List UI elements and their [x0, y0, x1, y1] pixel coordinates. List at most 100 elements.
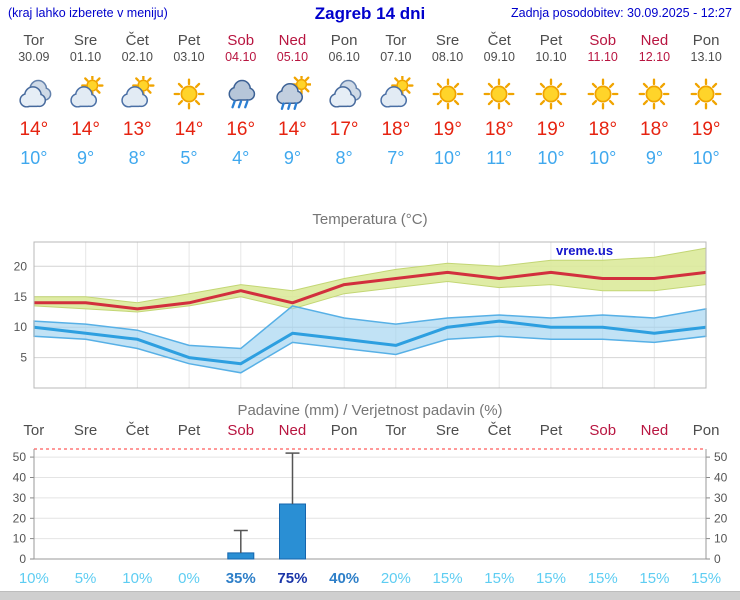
precip-chart-title: Padavine (mm) / Verjetnost padavin (%) [237, 402, 503, 419]
day-min-temp: 5° [180, 148, 198, 168]
day-max-temp: 14° [71, 119, 100, 140]
precip-probability: 15% [535, 570, 566, 587]
svg-text:10: 10 [13, 532, 27, 546]
precip-day-label: Ned [278, 422, 307, 439]
day-date: 06.10 [328, 50, 360, 64]
day-date: 07.10 [380, 50, 412, 64]
svg-text:15: 15 [14, 290, 28, 304]
day-date: 02.10 [121, 50, 153, 64]
day-date: 05.10 [276, 50, 309, 64]
day-name: Tor [23, 32, 45, 49]
precip-day-label: Pet [539, 422, 563, 439]
svg-text:30: 30 [13, 491, 27, 505]
svg-text:40: 40 [13, 471, 27, 485]
day-max-temp: 19° [691, 119, 721, 140]
precip-day-label: Sre [435, 422, 460, 439]
day-name: Sob [227, 32, 255, 49]
day-column: Ned 12.10 18° 9° [629, 28, 681, 169]
day-name: Pet [177, 32, 201, 49]
sun-icon [473, 71, 525, 117]
watermark: vreme.us [556, 243, 613, 258]
day-date: 11.10 [587, 50, 618, 64]
precip-probability: 15% [432, 570, 463, 587]
precip-day-label: Čet [125, 422, 149, 439]
day-max-temp: 19° [433, 119, 462, 140]
last-updated: Zadnja posodobitev: 30.09.2025 - 12:27 [510, 6, 732, 20]
sun-icon [629, 71, 681, 117]
precip-day-label: Sob [589, 422, 617, 439]
precip-bar [227, 552, 255, 560]
cloud-icon [8, 71, 60, 117]
precip-probability: 10% [122, 570, 153, 587]
precip-day-label: Pon [330, 422, 358, 439]
svg-text:40: 40 [714, 471, 728, 485]
day-name: Ned [640, 32, 669, 49]
day-max-temp: 14° [19, 119, 49, 140]
svg-text:20: 20 [13, 511, 27, 525]
sun-icon [680, 71, 732, 117]
day-name: Pon [330, 32, 358, 49]
precip-probability: 10% [18, 570, 49, 587]
svg-text:30: 30 [714, 491, 728, 505]
sun-cloud-icon [60, 71, 112, 117]
day-name: Pet [539, 32, 563, 49]
day-date: 13.10 [690, 50, 722, 64]
day-name: Tor [385, 32, 407, 49]
svg-text:0: 0 [19, 552, 26, 566]
precip-probability: 0% [178, 570, 200, 587]
day-max-temp: 18° [484, 119, 514, 140]
precip-day-label: Sre [73, 422, 98, 439]
day-column: Čet 02.10 13° 8° [111, 28, 163, 169]
page-title: Zagreb 14 dni [314, 4, 426, 23]
cloud-icon [318, 71, 370, 117]
day-min-temp: 4° [232, 148, 250, 168]
day-min-temp: 9° [76, 148, 95, 168]
day-min-temp: 10° [433, 148, 462, 168]
day-date: 01.10 [69, 50, 102, 64]
rain-sun-icon [267, 71, 319, 117]
day-column: Tor 07.10 18° 7° [370, 28, 422, 169]
rain-icon [215, 71, 267, 117]
day-max-temp: 18° [640, 119, 669, 140]
sun-icon [422, 71, 474, 117]
temp-chart-title: Temperatura (°C) [312, 211, 428, 228]
precip-day-label: Ned [640, 422, 669, 439]
day-name: Sre [435, 32, 460, 49]
precip-day-labels: Tor Sre Čet Pet Sob Ned Pon Tor Sre Čet Pet Sob Ned P… [0, 422, 740, 439]
day-column: Sre 08.10 19° 10° [422, 28, 474, 169]
svg-text:5: 5 [20, 351, 27, 365]
day-column: Pet 10.10 19° 10° [525, 28, 577, 169]
precip-probability: 15% [691, 570, 722, 587]
day-date: 08.10 [431, 50, 464, 64]
day-name: Sre [73, 32, 98, 49]
sun-icon [577, 71, 629, 117]
precip-probability: 15% [639, 570, 670, 587]
menu-note: (kraj lahko izberete v meniju) [8, 6, 168, 20]
day-max-temp: 18° [588, 119, 618, 140]
precip-probability: 35% [225, 570, 256, 587]
sun-icon [163, 71, 215, 117]
day-max-temp: 17° [329, 119, 359, 140]
day-name: Ned [278, 32, 307, 49]
day-date: 04.10 [225, 50, 257, 64]
precip-day-label: Pet [177, 422, 201, 439]
precip-probability: 15% [484, 570, 515, 587]
day-date: 03.10 [173, 50, 205, 64]
day-min-temp: 11° [486, 148, 513, 168]
precip-probability: 20% [380, 570, 411, 587]
day-min-temp: 8° [128, 148, 146, 168]
day-name: Sob [589, 32, 617, 49]
day-name: Čet [125, 32, 149, 49]
precip-day-label: Tor [23, 422, 45, 439]
day-column: Sre 01.10 14° 9° [60, 28, 112, 169]
day-max-temp: 13° [122, 119, 152, 140]
sun-icon [525, 71, 577, 117]
svg-text:50: 50 [714, 450, 728, 464]
temperature-chart: 5 10 15 20 vreme.us [14, 241, 707, 389]
day-max-temp: 16° [226, 119, 256, 140]
day-column: Tor 30.09 14° 10° [8, 28, 60, 169]
precip-day-label: Tor [385, 422, 407, 439]
precip-day-label: Pon [692, 422, 720, 439]
day-min-temp: 9° [645, 148, 664, 168]
